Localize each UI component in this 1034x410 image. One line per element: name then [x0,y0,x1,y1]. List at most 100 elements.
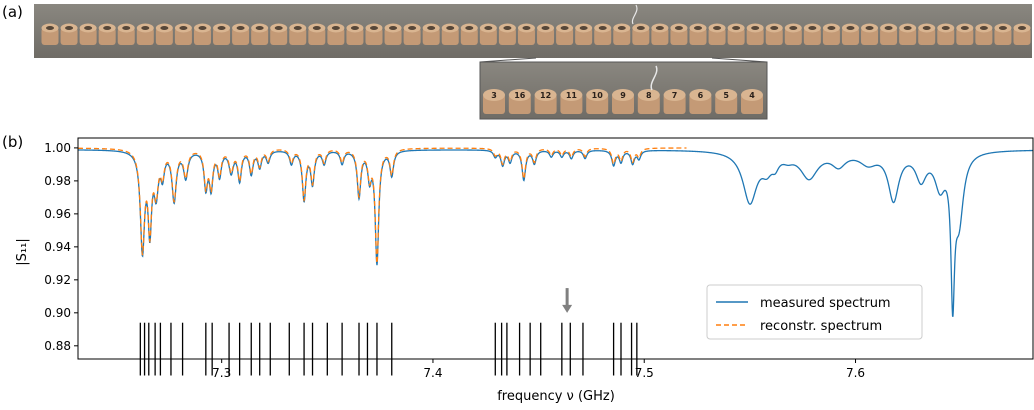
strip-puck [556,23,574,45]
strip-puck [975,23,993,45]
x-tick-label: 7.6 [846,366,865,380]
panel-a-label: (a) [2,3,23,21]
inset-puck: 8 [637,89,660,114]
inset-puck-label: 16 [514,91,526,100]
strip-puck [632,23,650,45]
strip-puck [803,23,821,45]
arrow-head [562,304,573,313]
zoom-line-left [479,57,537,63]
strip-puck [746,23,764,45]
strip-puck [41,23,59,45]
strip-puck [213,23,231,45]
y-tick-label: 0.88 [44,339,71,353]
strip-puck [670,23,688,45]
strip-puck [594,23,612,45]
strip-puck [689,23,707,45]
strip-puck [117,23,135,45]
strip-puck [441,23,459,45]
y-tick-label: 0.96 [44,207,71,221]
inset-puck-label: 3 [491,91,497,100]
strip-puck [880,23,898,45]
y-tick-label: 0.92 [44,273,71,287]
inset-puck-label: 10 [592,91,604,100]
legend-box [706,284,923,340]
inset-puck: 11 [560,89,583,114]
inset-puck: 16 [508,89,531,114]
inset-puck: 5 [715,89,738,114]
inset-puck: 3 [483,89,505,114]
strip-puck [479,23,497,45]
strip-puck [422,23,440,45]
inset-puck: 6 [689,89,712,114]
y-tick-label: 0.98 [44,174,71,188]
inset-puck-label: 6 [698,91,704,100]
strip-puck [727,23,745,45]
inset-puck-label: 11 [566,91,578,100]
strip-puck [289,23,307,45]
reconstructed-spectrum-line [78,147,687,265]
strip-puck [251,23,269,45]
strip-puck [498,23,516,45]
strip-puck [651,23,669,45]
strip-puck [956,23,974,45]
legend-measured-label: measured spectrum [760,296,891,311]
strip-puck [79,23,97,45]
strip-puck [937,23,955,45]
strip-puck [155,23,173,45]
inset-puck-label: 4 [749,91,755,100]
x-tick-label: 7.3 [212,366,231,380]
inset-puck-label: 8 [646,91,652,100]
strip-puck [899,23,917,45]
inset-puck-label: 12 [540,91,551,100]
inset-puck: 4 [741,89,763,114]
zoom-line-right [711,57,768,63]
inset-pucks: 3 16 12 11 10 9 8 7 6 5 4 [483,65,763,114]
x-axis-label: frequency ν (GHz) [497,389,615,404]
strip-puck [918,23,936,45]
strip-puck [60,23,78,45]
strip-puck [193,23,211,45]
strip-puck [346,23,364,45]
inset-puck: 9 [612,89,634,114]
legend: measured spectrum reconstr. spectrum [706,284,923,340]
strip-pucks [41,4,1031,45]
panel-b-label: (b) [2,133,24,151]
strip-puck [232,23,250,45]
plot-frame [77,137,1034,360]
y-tick-label: 1.00 [44,141,71,155]
inset-puck: 7 [663,89,686,114]
probe-wire-strip [631,4,638,25]
inset-puck-label: 5 [723,91,729,100]
strip-puck [994,23,1012,45]
y-tick-label: 0.94 [44,240,71,254]
strip-puck [517,23,535,45]
inset-puck-label: 9 [620,91,626,100]
y-axis-label: |S₁₁| [15,238,30,265]
legend-reconstr-label: reconstr. spectrum [760,319,882,334]
strip-puck [861,23,879,45]
probe-wire [650,65,658,91]
strip-puck [822,23,840,45]
strip-puck [784,23,802,45]
strip-puck [98,23,116,45]
y-tick-label: 0.90 [44,306,71,320]
strip-puck [384,23,402,45]
strip-puck [403,23,421,45]
strip-puck [613,23,631,45]
strip-puck [765,23,783,45]
strip-puck [575,23,593,45]
strip-puck [365,23,383,45]
inset-puck: 10 [586,89,609,114]
strip-puck [708,23,726,45]
strip-puck [460,23,478,45]
strip-puck [270,23,288,45]
strip-puck [327,23,345,45]
resonator-array-photo: 3 16 12 11 10 9 8 7 6 5 4 [34,4,1032,120]
x-tick-label: 7.5 [635,366,654,380]
strip-puck [1013,23,1031,45]
strip-puck [308,23,326,45]
inset-puck: 12 [534,89,557,114]
inset-puck-label: 7 [672,91,678,100]
strip-puck [537,23,555,45]
